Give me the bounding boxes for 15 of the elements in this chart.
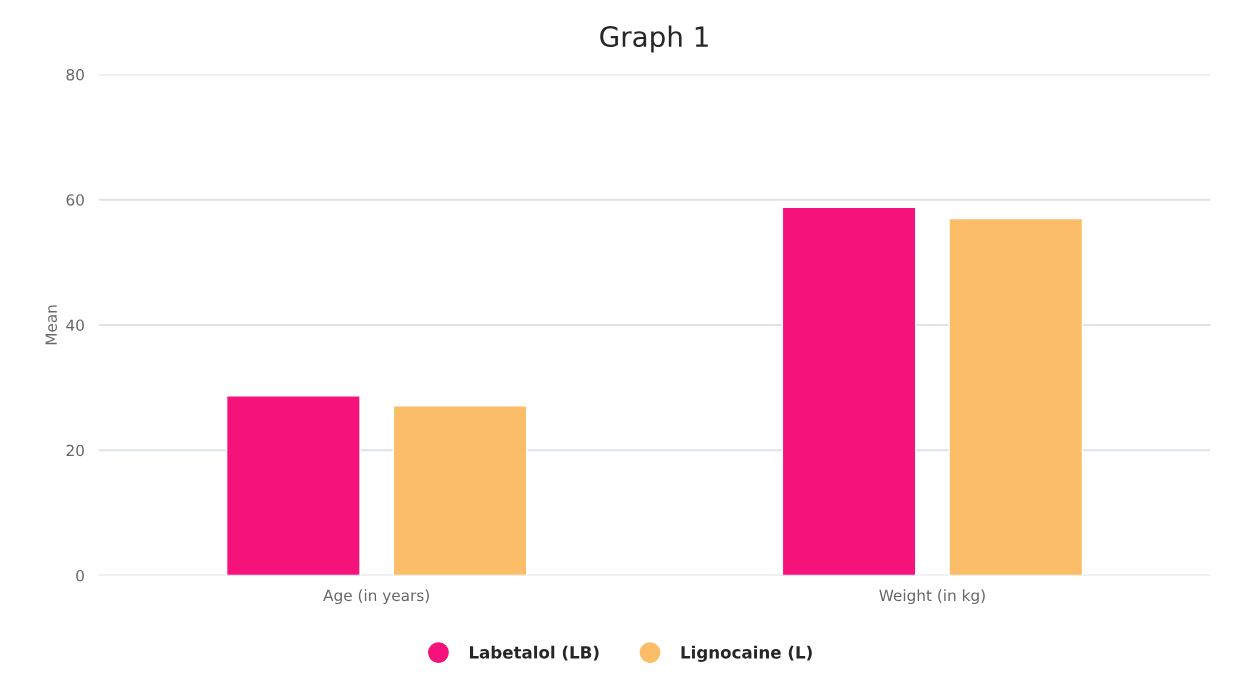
legend-label: Lignocaine (L)	[681, 645, 812, 662]
legend-label: Labetalol (LB)	[469, 645, 599, 661]
y-tick-label: 60	[66, 194, 84, 206]
chart-title: Graph 1	[600, 25, 708, 53]
x-tick-label: Weight (in kg)	[879, 589, 985, 605]
bar	[948, 217, 1084, 576]
y-tick-label: 20	[66, 444, 84, 457]
bar	[392, 405, 528, 576]
bar	[781, 206, 917, 576]
x-tick-label: Age (in years)	[323, 589, 429, 605]
y-axis-title: Mean	[45, 305, 57, 345]
y-tick-label: 40	[66, 319, 84, 331]
y-tick-label: 80	[66, 68, 84, 81]
y-tick-label: 0	[76, 569, 84, 582]
bar	[225, 395, 361, 576]
